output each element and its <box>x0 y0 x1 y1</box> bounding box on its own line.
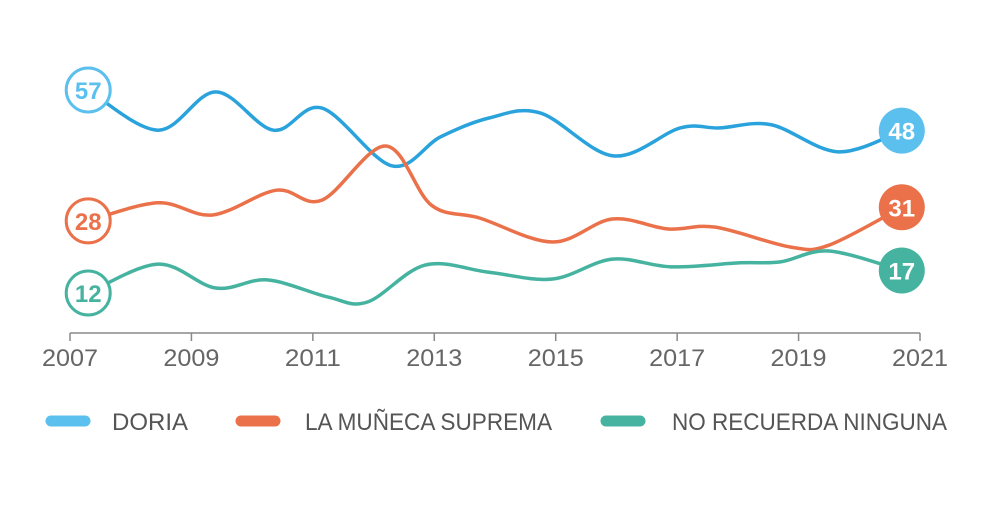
start-value-label: 57 <box>75 78 102 105</box>
legend-label-2: NO RECUERDA NINGUNA <box>672 409 947 436</box>
x-axis: 2007 2009 2011 2013 2015 2017 2019 2021 <box>42 332 948 372</box>
series-line-1 <box>86 144 904 252</box>
legend-label-0: DORIA <box>112 409 188 436</box>
end-value-label: 17 <box>888 258 915 285</box>
start-value-label: 12 <box>75 281 102 308</box>
x-tick-label: 2019 <box>771 345 827 372</box>
x-tick-label: 2015 <box>528 345 584 372</box>
start-value-label: 28 <box>75 209 102 236</box>
end-marker <box>878 247 925 294</box>
end-marker <box>878 107 925 154</box>
start-marker <box>64 269 112 317</box>
x-tick-label: 2007 <box>42 345 98 372</box>
x-tick-label: 2011 <box>285 345 341 372</box>
value-markers: 57 48 28 31 12 17 <box>64 66 925 317</box>
end-value-label: 48 <box>888 119 915 146</box>
series-line-2 <box>86 249 904 306</box>
start-marker <box>64 66 112 114</box>
series-lines <box>86 88 904 306</box>
end-value-label: 31 <box>888 195 915 222</box>
legend: DORIA LA MUÑECA SUPREMA NO RECUERDA NINGUN… <box>45 409 947 436</box>
x-tick-label: 2009 <box>163 345 219 372</box>
series-line-0 <box>86 88 904 169</box>
end-marker <box>878 184 925 231</box>
legend-label-1: LA MUÑECA SUPREMA <box>305 409 552 436</box>
x-tick-label: 2013 <box>406 345 462 372</box>
start-marker <box>64 197 112 245</box>
x-tick-label: 2021 <box>892 345 948 372</box>
x-tick-label: 2017 <box>649 345 705 372</box>
